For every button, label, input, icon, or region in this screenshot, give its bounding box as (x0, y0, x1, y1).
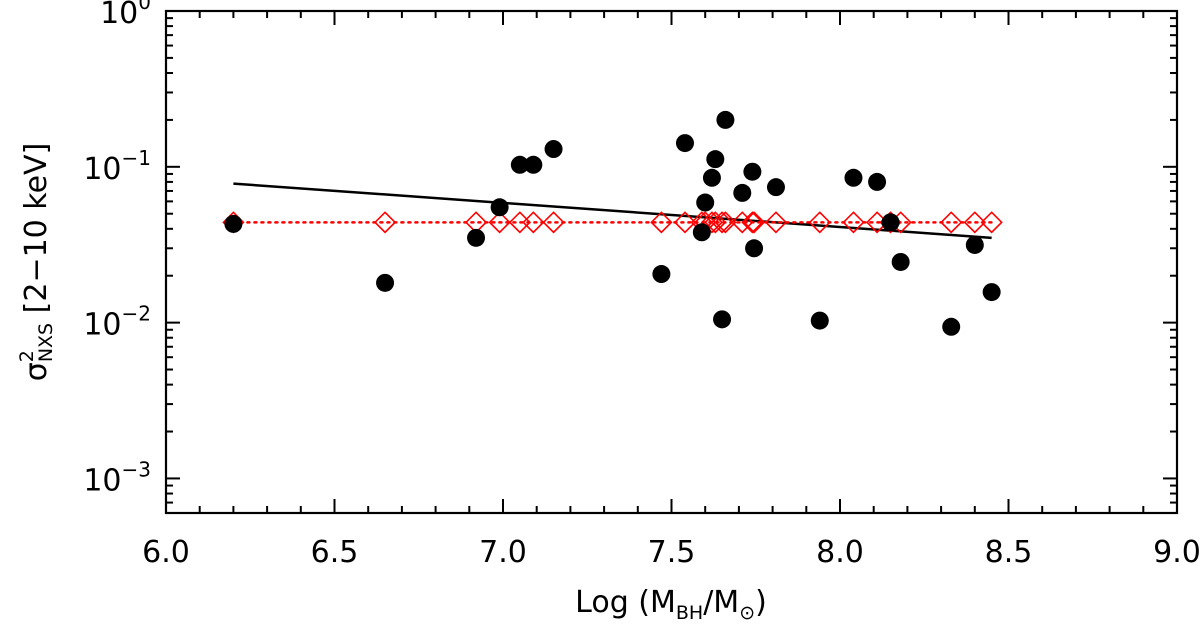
data-point (706, 150, 725, 169)
data-point (713, 310, 732, 329)
data-point (766, 178, 785, 197)
data-point (510, 155, 529, 174)
y-axis-title-sup: 2 (16, 350, 38, 362)
plot-frame (164, 9, 1179, 515)
model-diamond (650, 211, 673, 234)
model-diamond (980, 211, 1003, 234)
y-tick-label: 10−3 (83, 457, 151, 498)
data-points-series (224, 110, 1001, 336)
data-point (544, 140, 563, 159)
model-diamond (742, 211, 766, 234)
model-diamond (710, 211, 734, 234)
sun-symbol: ⊙ (739, 602, 755, 624)
model-diamond (963, 211, 986, 234)
data-point (716, 110, 735, 129)
y-tick-exponent: −3 (122, 457, 151, 481)
y-tick-base: 10 (83, 152, 121, 187)
data-point (942, 317, 961, 336)
data-point (675, 134, 694, 153)
x-axis-title: Log (MBH/M⊙) (575, 585, 767, 624)
x-tick-label: 9.0 (1153, 535, 1200, 570)
data-point (844, 168, 863, 187)
model-diamond (764, 211, 788, 234)
data-point (810, 311, 829, 330)
model-diamond (373, 211, 397, 234)
data-point (891, 252, 910, 271)
y-axis-title: σ2NXS [2−10 keV] (16, 143, 57, 382)
data-point (467, 228, 486, 247)
model-diamond (714, 211, 737, 234)
model-diamond (673, 211, 697, 234)
model-diamond (731, 211, 754, 234)
model-diamond (842, 211, 865, 234)
data-point (376, 273, 395, 292)
model-diamond (741, 211, 764, 234)
x-tick-label: 8.5 (985, 535, 1033, 570)
fit-line (233, 182, 992, 240)
data-point (692, 223, 711, 242)
y-tick-label: 10−2 (83, 302, 151, 343)
y-tick-exponent: 0 (138, 0, 151, 14)
x-tick-label: 6.5 (311, 535, 359, 570)
x-tick-label: 7.5 (648, 535, 696, 570)
data-point (490, 198, 509, 217)
x-tick-label: 6.0 (142, 535, 190, 570)
y-tick-exponent: −2 (122, 302, 151, 326)
x-tick-labels: 6.0 6.5 7.0 7.5 8.0 8.5 9.0 (142, 535, 1200, 570)
model-diamond (522, 211, 545, 234)
data-point (745, 239, 764, 258)
data-point (224, 214, 243, 233)
x-tick-label: 8.0 (816, 535, 864, 570)
y-axis-title-sub: NXS (35, 323, 57, 362)
data-point (982, 283, 1001, 302)
x-axis-title-prefix: Log (M (575, 585, 676, 620)
data-point (881, 213, 900, 232)
y-tick-base: 10 (83, 308, 121, 343)
y-tick-base: 10 (100, 0, 138, 31)
y-tick-exponent: −1 (122, 146, 151, 170)
fit-line-group (233, 182, 992, 240)
y-axis-title-sigma: σ (19, 362, 54, 381)
axis-ticks (165, 10, 1178, 514)
x-axis-title-mid: /M (703, 585, 739, 620)
data-point (702, 168, 721, 187)
data-point (696, 193, 715, 212)
data-point (868, 172, 887, 191)
data-point (652, 265, 671, 284)
y-axis-title-suffix: [2−10 keV] (19, 143, 54, 323)
data-point (743, 162, 762, 181)
x-axis-title-suffix: ) (755, 585, 767, 620)
x-tick-label: 7.0 (479, 535, 527, 570)
y-tick-base: 10 (83, 463, 121, 498)
constant-model-series (222, 211, 1003, 234)
y-tick-label: 100 (100, 0, 151, 31)
model-diamond (808, 211, 831, 234)
model-diamond (542, 211, 565, 234)
model-diamond (940, 211, 963, 234)
y-tick-label: 10−1 (83, 146, 151, 187)
model-diamond (704, 211, 727, 234)
data-point (965, 235, 984, 254)
x-axis-title-sub: BH (676, 602, 703, 624)
model-diamond (488, 211, 511, 234)
data-point (733, 183, 752, 202)
data-point (524, 155, 543, 174)
